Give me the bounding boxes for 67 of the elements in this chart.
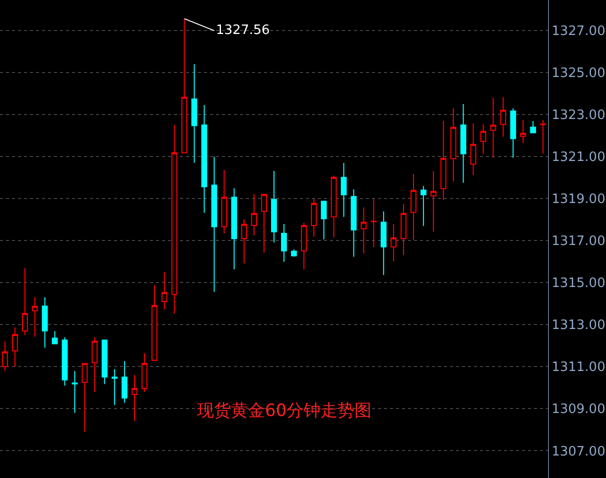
candlestick (530, 120, 536, 134)
candlestick (191, 64, 198, 164)
candlestick (251, 194, 258, 236)
candlestick (211, 156, 218, 292)
y-tick-label: 1309.00 (552, 402, 606, 418)
candlestick (430, 170, 436, 232)
candlestick (271, 170, 277, 243)
y-tick-label: 1307.00 (552, 444, 606, 460)
candlestick (420, 185, 426, 226)
candlestick (370, 198, 377, 248)
candlestick (520, 119, 526, 144)
candlestick (12, 326, 18, 368)
candlestick (380, 210, 387, 276)
candlestick (241, 218, 248, 264)
candlestick (32, 296, 38, 338)
candlestick (82, 362, 88, 432)
candlestick (490, 97, 496, 158)
candlestick (221, 169, 228, 234)
candlestick (171, 124, 178, 314)
y-tick-label: 1317.00 (552, 234, 606, 250)
candlestick (480, 124, 486, 154)
candlestick (62, 336, 68, 386)
candlestick (300, 222, 307, 270)
candlestick (330, 175, 337, 238)
candlestick (181, 18, 188, 154)
candlestick (400, 204, 406, 256)
candlestick (142, 352, 148, 392)
candlestick (340, 162, 347, 218)
candlestick (510, 108, 516, 158)
candlestick (52, 330, 58, 344)
candlestick (310, 198, 317, 238)
y-tick-label: 1325.00 (552, 66, 606, 82)
candlestick (290, 248, 297, 258)
candlestick (152, 284, 158, 361)
candlestick (92, 336, 98, 392)
y-tick-label: 1321.00 (552, 150, 606, 166)
candlestick (390, 223, 396, 262)
candlestick (540, 119, 546, 154)
candlestick (360, 206, 367, 254)
candlestick (320, 200, 327, 240)
annotation: 现货黄金60分钟走势图 (197, 401, 372, 421)
candlestick (102, 340, 108, 385)
candlestick (112, 368, 118, 406)
candlestick (500, 96, 506, 138)
y-tick-label: 1311.00 (552, 360, 606, 376)
candlestick (231, 188, 238, 270)
candlestick (460, 104, 466, 184)
y-tick-label: 1313.00 (552, 318, 606, 334)
candlestick (450, 108, 456, 182)
candlestick (161, 272, 168, 310)
candlestick (122, 360, 128, 404)
candlestick (132, 374, 138, 422)
candlestick (281, 223, 287, 262)
candlestick (470, 122, 476, 176)
candlestick (440, 120, 446, 201)
y-tick-label: 1323.00 (552, 108, 606, 124)
annotation: 1327.56 (216, 23, 270, 38)
candlestick (72, 370, 78, 414)
y-tick-label: 1319.00 (552, 192, 606, 208)
candlestick (350, 188, 357, 258)
y-tick-label: 1327.00 (552, 24, 606, 40)
candlestick (410, 173, 416, 241)
candlestick (261, 194, 267, 254)
y-tick-label: 1315.00 (552, 276, 606, 292)
candlestick (201, 104, 208, 214)
candlestick (22, 268, 28, 336)
candlestick (42, 296, 48, 348)
